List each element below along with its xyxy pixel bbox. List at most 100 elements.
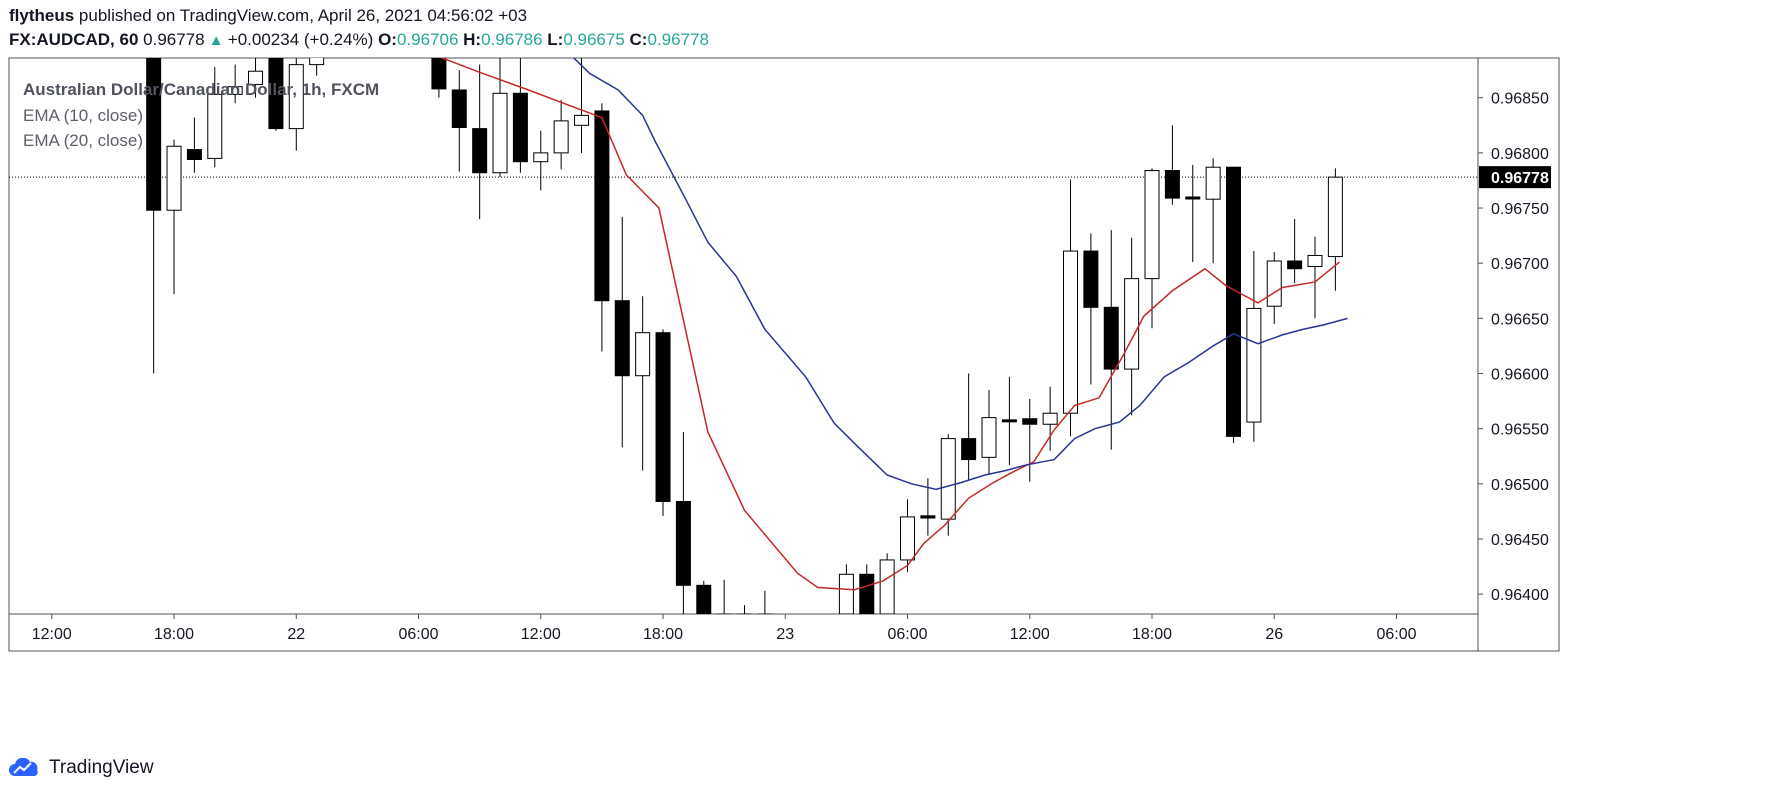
candle-body — [961, 438, 977, 461]
candle-body — [533, 152, 549, 163]
y-tick-label: 0.96500 — [1491, 477, 1549, 494]
legend-title[interactable]: Australian Dollar/Canadian Dollar, 1h, F… — [23, 80, 380, 99]
candle-body — [288, 64, 304, 130]
x-tick-label: 18:00 — [643, 626, 683, 643]
footer-brand: TradingView — [49, 757, 154, 778]
candle-body — [1063, 250, 1079, 414]
y-tick-label: 0.96700 — [1491, 256, 1549, 273]
time-axis-border — [8, 613, 1479, 652]
legend-ema20[interactable]: EMA (20, close) — [23, 131, 143, 150]
candle-body — [227, 86, 243, 95]
y-tick-label: 0.96400 — [1491, 587, 1549, 604]
x-tick-label: 26 — [1265, 626, 1283, 643]
x-tick-label: 06:00 — [399, 626, 439, 643]
y-tick-label: 0.96750 — [1491, 201, 1549, 218]
candle-body — [675, 500, 691, 586]
candle-body — [920, 515, 936, 519]
candle-body — [1287, 260, 1303, 270]
candle-body — [309, 58, 325, 66]
legend-ema10[interactable]: EMA (10, close) — [23, 106, 143, 125]
candle-body — [268, 58, 284, 130]
y-tick-label: 0.96600 — [1491, 367, 1549, 384]
candle-body — [940, 438, 956, 520]
close-value: 0.96778 — [647, 30, 709, 49]
x-tick-label: 06:00 — [1376, 626, 1416, 643]
candle-body — [1164, 170, 1180, 199]
candle-body — [472, 128, 488, 174]
symbol-label: FX:AUDCAD, 60 — [9, 30, 139, 49]
candle-body — [166, 145, 182, 211]
open-value: 0.96706 — [396, 30, 459, 49]
ema10-line — [440, 58, 1340, 591]
candle-body — [512, 92, 528, 163]
candle-body — [574, 114, 590, 126]
x-tick-label: 12:00 — [1010, 626, 1050, 643]
y-tick-label: 0.96650 — [1491, 311, 1549, 328]
candle-body — [1307, 254, 1323, 267]
candle-body — [655, 332, 671, 502]
candle-body — [1083, 250, 1099, 308]
current-price-label: 0.96778 — [1491, 170, 1549, 187]
x-tick-label: 18:00 — [154, 626, 194, 643]
current-price-tag — [1479, 166, 1551, 189]
candle-body — [859, 573, 875, 614]
candle-body — [1266, 260, 1282, 307]
y-tick-label: 0.96800 — [1491, 146, 1549, 163]
candle-body — [553, 120, 569, 154]
candle-body — [614, 300, 630, 377]
candle-body — [1185, 196, 1201, 200]
low-value: 0.96675 — [563, 30, 625, 49]
tradingview-logo[interactable]: TradingView — [9, 757, 154, 779]
close-label: C: — [629, 30, 648, 49]
candle-body — [451, 89, 467, 129]
x-tick-label: 23 — [776, 626, 794, 643]
author-name[interactable]: flytheus — [9, 6, 75, 25]
y-tick-label: 0.96850 — [1491, 91, 1549, 108]
candle-body — [900, 516, 916, 561]
candle-body — [431, 58, 447, 90]
candle-body — [838, 573, 854, 614]
candle-body — [1144, 170, 1160, 280]
high-label: H: — [463, 30, 482, 49]
candle-body — [1124, 278, 1140, 370]
plot-layer — [9, 58, 1478, 614]
candle-body — [492, 92, 508, 174]
candle-body — [594, 110, 610, 302]
candle-body — [1246, 307, 1262, 423]
candle-body — [1001, 419, 1017, 423]
tradingview-cloud-icon — [9, 758, 38, 776]
candle-body — [1205, 166, 1221, 200]
candle-body — [696, 584, 712, 614]
ohlc-line: FX:AUDCAD, 60 0.96778 ▲ +0.00234 (+0.24%… — [9, 30, 709, 50]
candle-body — [248, 70, 264, 85]
x-tick-label: 22 — [287, 626, 305, 643]
candle-body — [1327, 176, 1343, 258]
candle-body — [1042, 412, 1058, 425]
published-text: published on TradingView.com, April 26, … — [78, 6, 528, 25]
candle-body — [879, 559, 895, 614]
high-value: 0.96786 — [481, 30, 543, 49]
candle-body — [186, 149, 202, 160]
candle-body — [1226, 166, 1242, 437]
x-tick-label: 12:00 — [521, 626, 561, 643]
y-tick-label: 0.96450 — [1491, 532, 1549, 549]
candle-body — [981, 417, 997, 458]
x-tick-label: 18:00 — [1132, 626, 1172, 643]
x-tick-label: 12:00 — [32, 626, 72, 643]
candle-body — [146, 58, 162, 211]
price-change: +0.00234 (+0.24%) — [227, 30, 374, 49]
y-tick-label: 0.96550 — [1491, 422, 1549, 439]
price-axis-border — [1477, 57, 1560, 652]
candle-body — [1103, 306, 1119, 370]
last-price: 0.96778 — [143, 30, 205, 49]
up-arrow-icon: ▲ — [204, 32, 228, 49]
x-tick-label: 06:00 — [887, 626, 927, 643]
candle-body — [635, 332, 651, 377]
low-label: L: — [547, 30, 564, 49]
ema20-line — [572, 58, 1348, 491]
publish-line: flytheus published on TradingView.com, A… — [9, 6, 527, 26]
candle-body — [1022, 418, 1038, 425]
open-label: O: — [378, 30, 397, 49]
candle-body — [207, 93, 223, 159]
